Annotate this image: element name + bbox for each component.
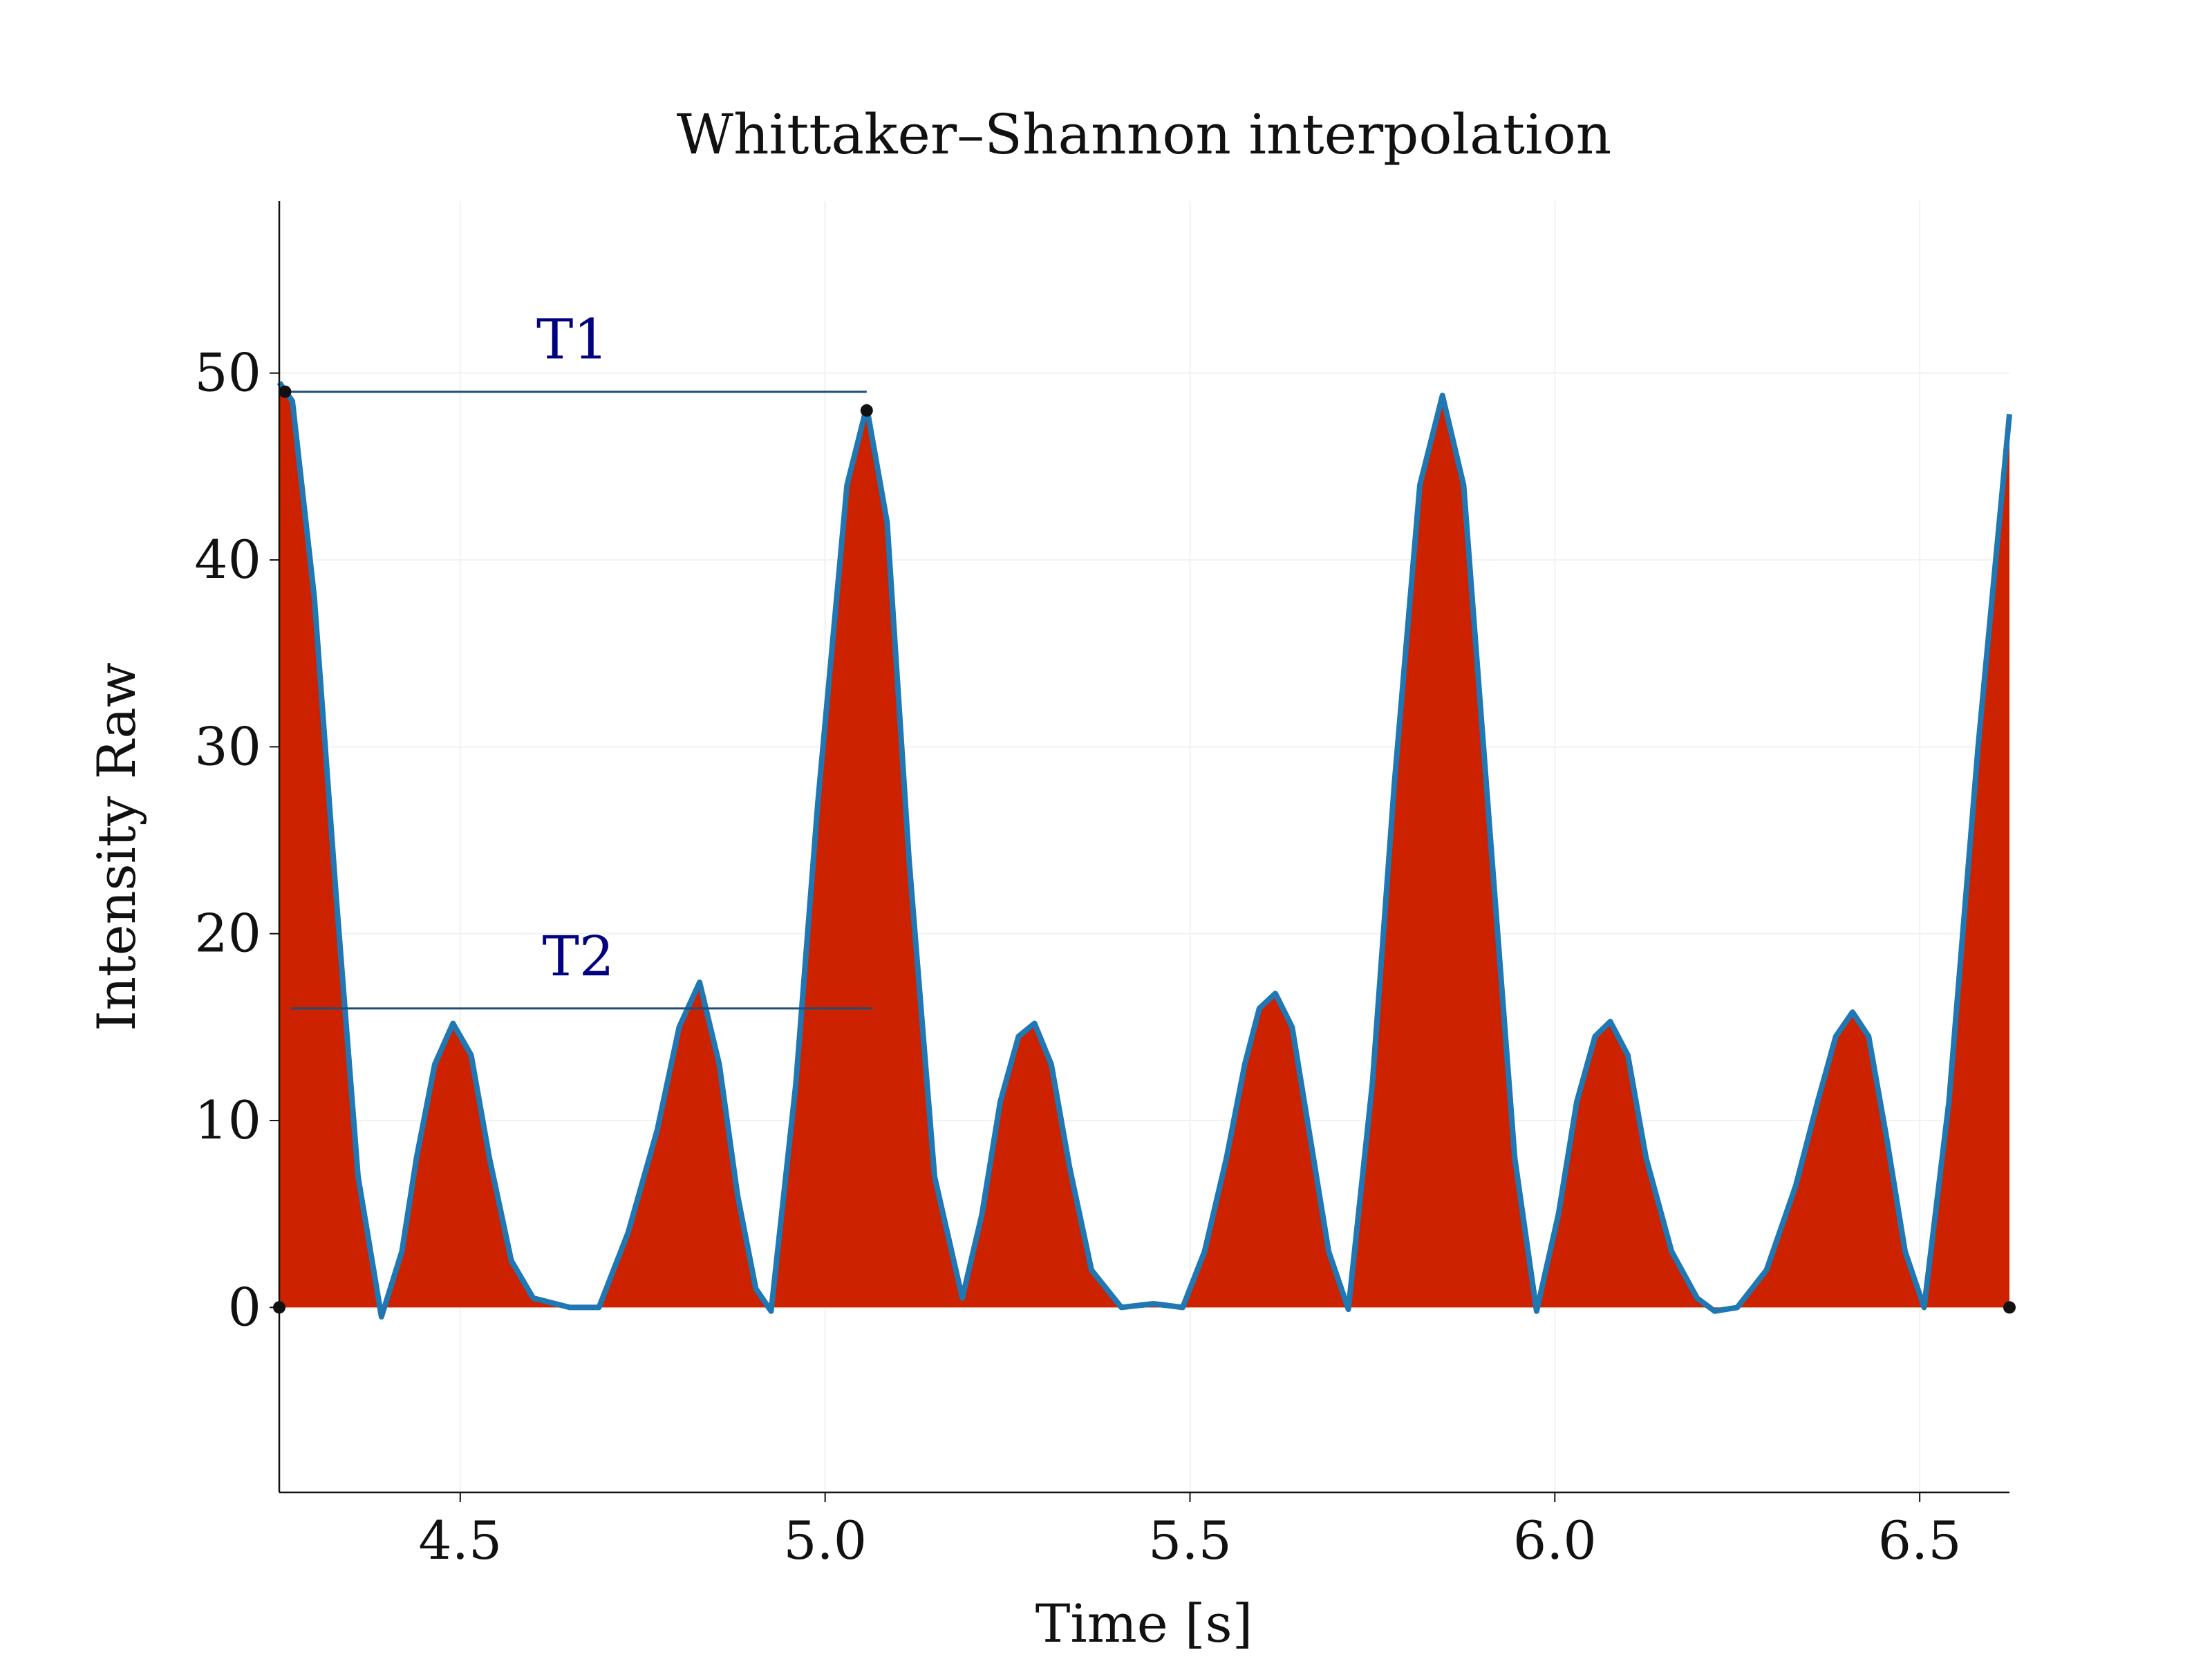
x-tick-label: 5.0 <box>783 1510 867 1571</box>
x-tick-label: 5.5 <box>1148 1510 1232 1571</box>
area <box>279 382 2009 1317</box>
x-axis-label: Time [s] <box>1035 1593 1253 1654</box>
marker <box>279 385 292 398</box>
marker <box>860 404 873 417</box>
x-tick-label: 6.0 <box>1513 1510 1597 1571</box>
y-tick-label: 20 <box>194 903 261 964</box>
y-tick-label: 10 <box>194 1089 261 1151</box>
x-tick-label: 6.5 <box>1878 1510 1962 1571</box>
y-axis-label: Intensity Raw <box>86 662 147 1031</box>
y-tick-label: 40 <box>194 529 261 590</box>
chart-title: Whittaker–Shannon interpolation <box>677 102 1612 167</box>
y-tick-label: 0 <box>228 1276 261 1338</box>
marker <box>2003 1301 2016 1314</box>
x-tick-label: 4.5 <box>418 1510 502 1571</box>
annotation-label: T1 <box>536 308 608 372</box>
line <box>276 380 2012 1320</box>
annotation-label: T2 <box>542 924 614 988</box>
y-tick-label: 50 <box>194 342 261 404</box>
y-tick-label: 30 <box>194 715 261 777</box>
